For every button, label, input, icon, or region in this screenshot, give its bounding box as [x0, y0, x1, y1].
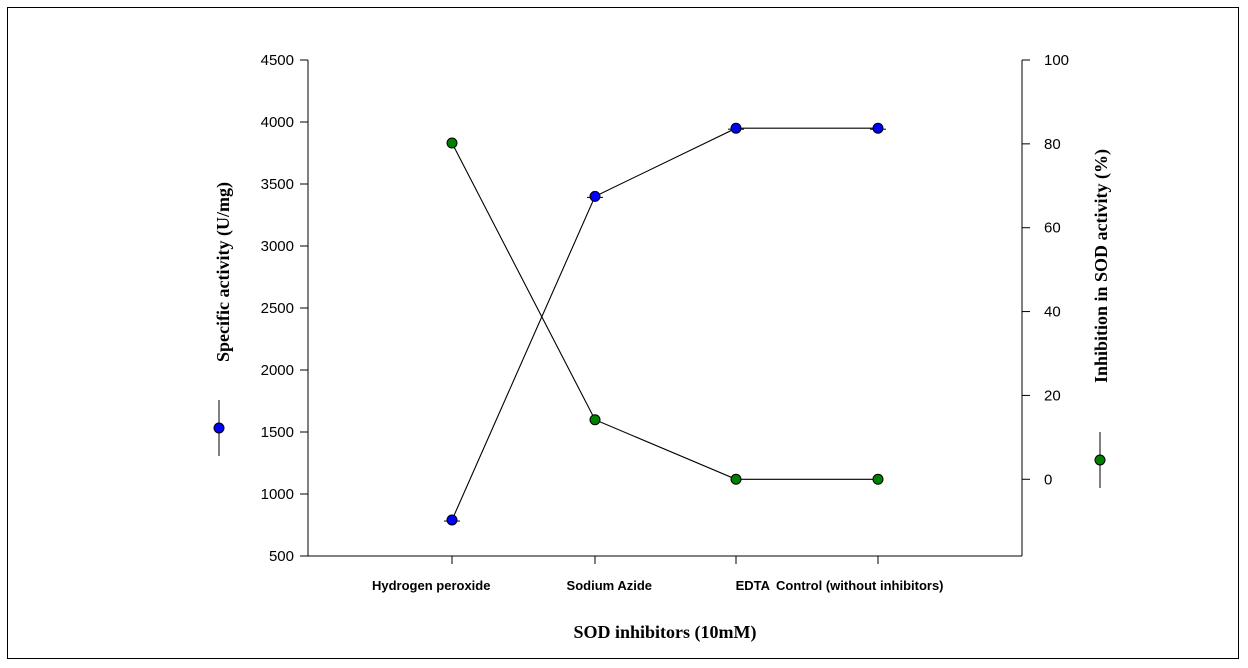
data-point-right	[446, 137, 458, 149]
x-axis-title: SOD inhibitors (10mM)	[573, 622, 756, 643]
figure-frame	[7, 7, 1239, 659]
right-axis-title: Inhibition in SOD activity (%)	[1091, 149, 1112, 383]
left-tick-label: 1500	[261, 424, 294, 441]
right-tick-label: 20	[1044, 387, 1061, 404]
data-point-left	[730, 122, 742, 134]
series-line-right	[451, 142, 878, 480]
left-tick-label: 4000	[261, 114, 294, 131]
data-point-right	[872, 473, 884, 485]
left-tick-label: 2500	[261, 300, 294, 317]
legend	[213, 400, 1106, 488]
right-tick-label: 60	[1044, 220, 1061, 237]
left-axis-title: Specific activity (U/mg)	[213, 182, 234, 362]
left-tick-label: 2000	[261, 362, 294, 379]
series-line-left	[451, 127, 878, 521]
x-tick-label: Sodium Azide	[567, 578, 652, 593]
right-tick-label: 100	[1044, 52, 1069, 69]
right-tick-label: 40	[1044, 304, 1061, 321]
x-tick-label: EDTA	[736, 578, 771, 593]
left-tick-label: 3000	[261, 238, 294, 255]
x-tick-label: Control (without inhibitors)	[776, 578, 944, 593]
left-tick-label: 4500	[261, 52, 294, 69]
series-lines	[451, 127, 878, 521]
data-point-right	[730, 473, 742, 485]
left-tick-label: 500	[269, 548, 294, 565]
x-tick-label: Hydrogen peroxide	[372, 578, 490, 593]
right-legend-marker	[1094, 454, 1106, 466]
data-point-right	[589, 414, 601, 426]
right-tick-label: 0	[1044, 471, 1052, 488]
data-point-left	[589, 190, 601, 202]
data-points	[444, 122, 886, 526]
right-tick-label: 80	[1044, 136, 1061, 153]
left-tick-label: 1000	[261, 486, 294, 503]
data-point-left	[446, 514, 458, 526]
left-tick-label: 3500	[261, 176, 294, 193]
axes	[300, 59, 1030, 564]
data-point-left	[872, 122, 884, 134]
labels: 500 1000 1500 2000 2500 3000 3500 4000 4500 0 20 40…	[213, 52, 1112, 643]
left-legend-marker	[213, 422, 225, 434]
